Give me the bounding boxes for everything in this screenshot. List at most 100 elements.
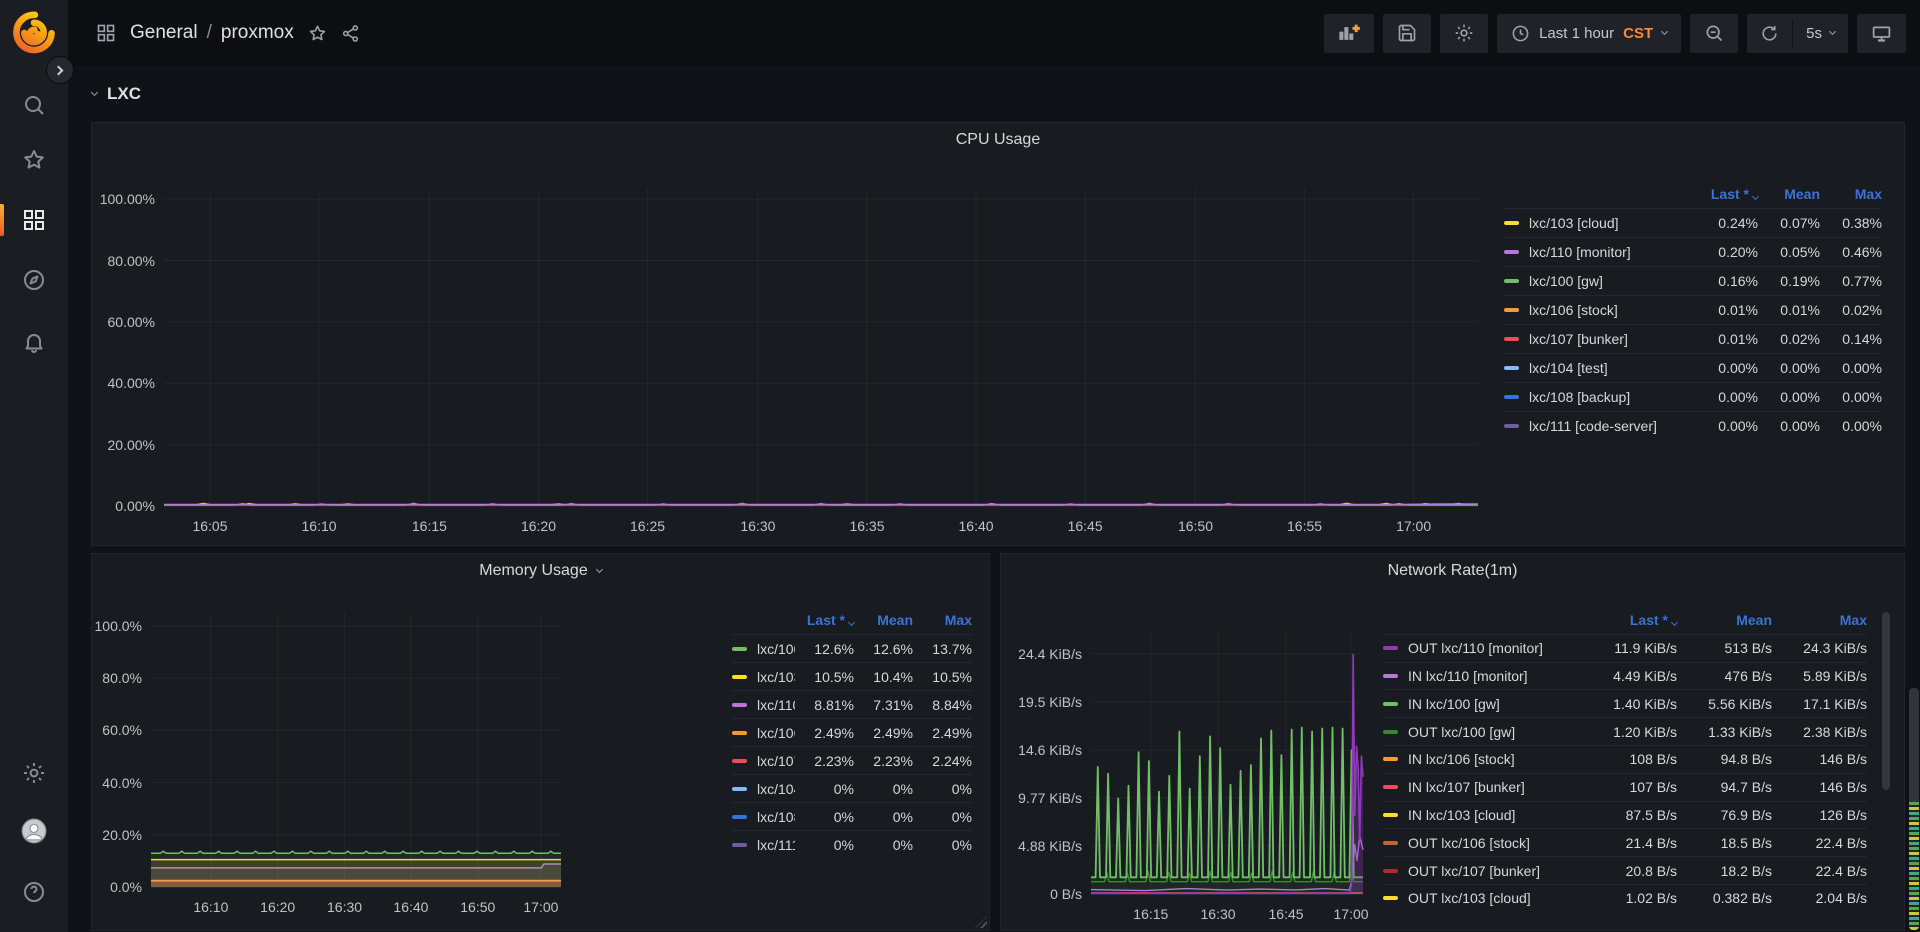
series-color-swatch[interactable] [732,814,747,819]
series-color-swatch[interactable] [1504,337,1519,341]
sidebar-item-search[interactable] [0,81,68,129]
legend-series-name[interactable]: OUT lxc/107 [bunker] [1383,863,1565,879]
share-icon[interactable] [341,24,360,43]
legend-series-name[interactable]: lxc/107 [bunker] [1504,331,1696,347]
sidebar-item-explore[interactable] [0,256,68,304]
sidebar-item-alerting[interactable] [0,318,68,366]
series-color-swatch[interactable] [732,758,747,763]
sidebar-item-profile[interactable] [0,807,68,855]
row-lxc-toggle[interactable]: LXC [90,84,141,104]
series-color-swatch[interactable] [1383,840,1398,845]
legend-sort-mean[interactable]: Mean [1736,611,1772,628]
page-scrollbar-thumb[interactable] [1909,688,1919,930]
legend-series-name[interactable]: lxc/104 [test] [1504,360,1696,376]
legend-sort-max[interactable]: Max [1854,185,1882,202]
series-color-swatch[interactable] [1383,673,1398,678]
breadcrumb[interactable]: General / proxmox [130,22,294,44]
star-dashboard-icon[interactable] [308,24,327,43]
legend-series-name[interactable]: lxc/100 [gw] [732,641,795,657]
legend-sort-max[interactable]: Max [1839,611,1867,628]
sidebar-item-help[interactable] [0,868,68,916]
legend-series-name[interactable]: IN lxc/110 [monitor] [1383,668,1565,684]
series-color-swatch[interactable] [1383,868,1398,873]
series-color-swatch[interactable] [1504,221,1519,225]
series-color-swatch[interactable] [1504,250,1519,254]
legend-series-name[interactable]: IN lxc/107 [bunker] [1383,779,1565,795]
breadcrumb-dashboard[interactable]: proxmox [220,22,294,43]
legend-series-name[interactable]: lxc/106 [stock] [1504,302,1696,318]
legend-value: 1.02 B/s [1625,890,1677,907]
save-dashboard-button[interactable] [1383,13,1432,53]
legend-series-name[interactable]: lxc/111 [code-server] [1504,418,1696,434]
series-color-swatch[interactable] [1383,701,1398,706]
sidebar-item-dashboards[interactable] [0,196,68,244]
legend-value: 76.9 B/s [1720,806,1772,823]
series-color-swatch[interactable] [732,702,747,707]
network-chart-plot[interactable]: 0 B/s 4.88 KiB/s 9.77 KiB/s 14.6 KiB/s 19.5 … [1018,631,1369,922]
sidebar-expand-button[interactable] [46,56,74,84]
legend-series-name[interactable]: OUT lxc/110 [monitor] [1383,640,1565,656]
cpu-chart-plot[interactable]: 0.00% 20.00% 40.00% 60.00% 80.00% 100.00% 16:0… [100,189,1478,534]
legend-series-name[interactable]: lxc/108 [backup] [732,809,795,825]
sidebar-item-configuration[interactable] [0,749,68,797]
legend-series-name[interactable]: IN lxc/100 [gw] [1383,696,1565,712]
legend-series-name[interactable]: lxc/108 [backup] [1504,389,1696,405]
series-color-swatch[interactable] [1383,757,1398,762]
legend-sort-last[interactable]: Last * [1696,186,1760,202]
legend-series-name[interactable]: lxc/110 [monitor] [732,697,795,713]
legend-sort-mean[interactable]: Mean [877,612,913,628]
legend-series-name[interactable]: lxc/111 [code-server] [732,837,795,853]
series-color-swatch[interactable] [1504,279,1519,283]
legend-series-name[interactable]: lxc/107 [bunker] [732,753,795,769]
series-color-swatch[interactable] [1504,424,1519,428]
kiosk-mode-button[interactable] [1857,13,1906,53]
legend-series-name[interactable]: OUT lxc/100 [gw] [1383,724,1565,740]
legend-series-name[interactable]: lxc/106 [stock] [732,725,795,741]
legend-series-name[interactable]: OUT lxc/106 [stock] [1383,835,1565,851]
dashboard-settings-button[interactable] [1440,13,1489,53]
series-color-swatch[interactable] [732,842,747,847]
series-color-swatch[interactable] [1504,366,1519,370]
legend-sort-mean[interactable]: Mean [1784,185,1820,202]
series-color-swatch[interactable] [732,786,747,791]
series-color-swatch[interactable] [1383,896,1398,901]
zoom-out-time-button[interactable] [1690,13,1739,53]
time-range-picker[interactable]: Last 1 hour CST [1497,13,1682,53]
legend-scrollbar[interactable] [1882,612,1890,790]
legend-series-name[interactable]: OUT lxc/103 [cloud] [1383,890,1565,906]
series-label: IN lxc/106 [stock] [1408,751,1515,768]
add-panel-button[interactable] [1324,13,1375,53]
legend-series-name[interactable]: lxc/100 [gw] [1504,273,1696,289]
legend-series-name[interactable]: lxc/104 [test] [732,781,795,797]
panel-title[interactable]: Memory Usage [92,562,989,580]
memory-chart-plot[interactable]: 0.0% 20.0% 40.0% 60.0% 80.0% 100.0% 16:10 16:20… [95,613,561,915]
breadcrumb-folder[interactable]: General [130,22,198,43]
legend-value: 22.4 B/s [1815,834,1867,851]
series-color-swatch[interactable] [1383,785,1398,790]
series-color-swatch[interactable] [1504,395,1519,399]
series-color-swatch[interactable] [732,730,747,735]
sidebar-item-favorites[interactable] [0,136,68,184]
legend-series-name[interactable]: IN lxc/103 [cloud] [1383,807,1565,823]
refresh-button[interactable] [1747,14,1792,53]
legend-series-name[interactable]: lxc/110 [monitor] [1504,244,1696,260]
series-color-swatch[interactable] [1383,812,1398,817]
panel-title[interactable]: CPU Usage [92,131,1904,149]
series-color-swatch[interactable] [1383,729,1398,734]
series-color-swatch[interactable] [1383,646,1398,651]
page-scrollbar[interactable] [1909,0,1919,932]
series-color-swatch[interactable] [1504,308,1519,312]
refresh-interval-dropdown[interactable]: 5s [1793,14,1848,53]
series-color-swatch[interactable] [732,646,747,651]
grafana-logo-icon[interactable] [12,10,56,54]
legend-sort-last[interactable]: Last * [1565,612,1679,628]
legend-sort-last[interactable]: Last * [795,612,856,628]
legend-series-name[interactable]: lxc/103 [cloud] [732,669,795,685]
series-color-swatch[interactable] [732,674,747,679]
row-title[interactable]: LXC [107,84,141,103]
legend-sort-max[interactable]: Max [944,612,972,628]
panel-resize-handle[interactable] [975,916,987,928]
legend-series-name[interactable]: lxc/103 [cloud] [1504,215,1696,231]
legend-series-name[interactable]: IN lxc/106 [stock] [1383,751,1565,767]
panel-title[interactable]: Network Rate(1m) [1001,562,1904,580]
